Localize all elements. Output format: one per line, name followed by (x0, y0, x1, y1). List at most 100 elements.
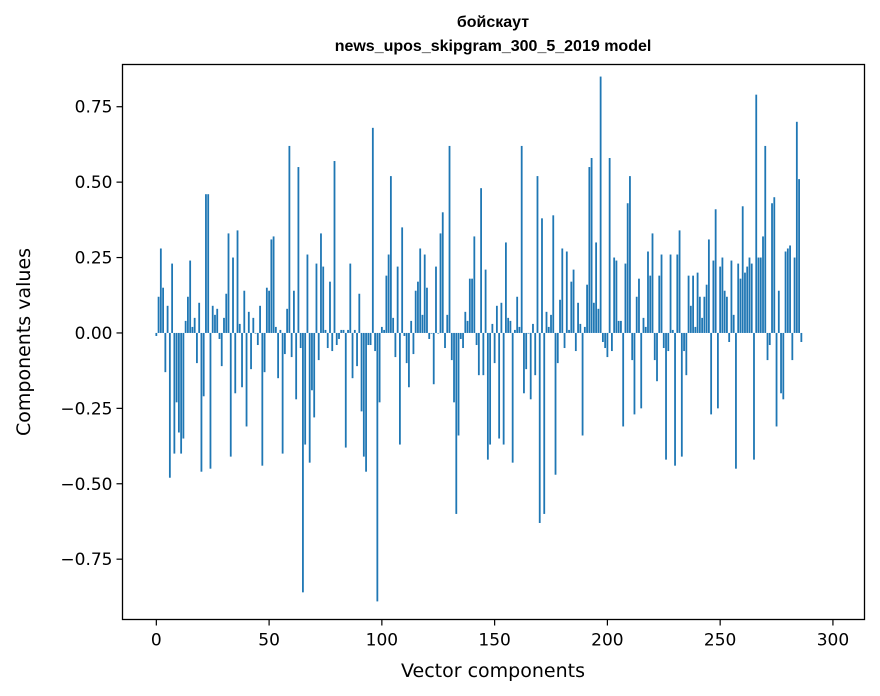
y-tick-label: 0.25 (75, 249, 113, 269)
bar-251 (721, 257, 724, 333)
bar-17 (193, 317, 196, 333)
bar-146 (484, 269, 487, 333)
bar-176 (552, 215, 555, 333)
bar-127 (441, 212, 444, 333)
bar-165 (527, 332, 530, 334)
bar-43 (252, 317, 255, 333)
bar-49 (265, 287, 268, 333)
bar-93 (365, 332, 367, 472)
bar-180 (561, 248, 564, 333)
bar-267 (757, 257, 760, 333)
x-tick-label: 150 (478, 631, 510, 651)
bar-164 (525, 332, 528, 370)
bar-9 (175, 332, 178, 403)
bar-120 (426, 287, 428, 333)
bar-168 (534, 332, 537, 376)
bar-25 (211, 305, 214, 333)
bar-202 (611, 332, 613, 352)
bar-270 (764, 145, 767, 333)
bar-75 (324, 329, 327, 333)
bar-82 (340, 329, 343, 333)
bar-8 (173, 332, 176, 454)
bar-90 (358, 293, 361, 333)
bar-89 (356, 332, 358, 367)
bar-84 (344, 332, 347, 448)
bar-275 (775, 332, 778, 427)
bar-31 (225, 293, 228, 333)
bar-115 (414, 290, 417, 333)
bar-177 (554, 332, 557, 475)
bar-63 (297, 167, 300, 333)
bar-32 (227, 233, 230, 333)
bar-198 (601, 332, 604, 342)
chart-title-line-1: бойскаут (457, 14, 529, 31)
y-tick-label: 0.50 (75, 173, 113, 193)
bar-184 (570, 281, 573, 333)
bar-230 (674, 332, 676, 466)
bar-167 (532, 323, 534, 333)
bar-92 (362, 332, 365, 457)
bar-22 (205, 194, 207, 333)
bar-54 (277, 332, 280, 379)
bar-56 (281, 332, 284, 454)
x-tick-label: 250 (704, 631, 736, 651)
bar-160 (516, 296, 519, 333)
bar-95 (369, 332, 372, 346)
bar-150 (493, 332, 496, 364)
bar-112 (408, 332, 410, 388)
bar-182 (565, 251, 568, 333)
bar-129 (446, 314, 449, 333)
bar-122 (430, 332, 433, 334)
bar-109 (401, 227, 404, 333)
bar-104 (389, 176, 392, 333)
bar-94 (367, 332, 370, 346)
bar-35 (234, 332, 237, 394)
bar-37 (238, 323, 241, 333)
bar-47 (261, 332, 264, 466)
bar-33 (229, 332, 232, 457)
bar-281 (789, 245, 791, 333)
bar-277 (780, 332, 782, 394)
bar-108 (399, 332, 401, 445)
bar-61 (293, 290, 295, 333)
bar-269 (762, 236, 764, 333)
bar-142 (475, 332, 478, 346)
bar-242 (701, 317, 704, 333)
bar-116 (417, 281, 419, 333)
bar-214 (638, 278, 640, 333)
bar-188 (579, 323, 582, 333)
bar-134 (457, 332, 460, 436)
bar-172 (543, 332, 546, 514)
bar-272 (768, 332, 771, 346)
y-tick-label: −0.50 (60, 475, 112, 495)
bar-23 (207, 194, 210, 333)
bar-12 (182, 332, 185, 439)
bar-13 (184, 320, 187, 333)
bar-205 (617, 320, 620, 333)
bar-255 (730, 260, 733, 333)
bar-86 (349, 263, 352, 333)
bar-264 (750, 263, 753, 333)
bar-52 (272, 236, 275, 333)
bar-81 (338, 332, 340, 339)
y-tick-label: 0.00 (75, 324, 113, 344)
bar-106 (394, 332, 397, 358)
bar-254 (728, 332, 731, 342)
bar-236 (687, 275, 690, 333)
bar-18 (196, 332, 198, 364)
bar-208 (624, 263, 627, 333)
bar-158 (511, 332, 514, 463)
bar-11 (180, 332, 183, 454)
bar-222 (656, 332, 658, 382)
bar-232 (678, 230, 681, 333)
y-tick-label: −0.25 (60, 399, 112, 419)
bar-197 (599, 76, 602, 333)
bar-195 (595, 242, 598, 333)
bar-4 (164, 332, 167, 373)
bar-279 (784, 251, 787, 333)
bar-154 (502, 332, 505, 445)
bar-268 (759, 257, 762, 333)
bar-213 (635, 296, 638, 333)
bar-144 (480, 188, 482, 333)
bar-207 (622, 332, 625, 427)
